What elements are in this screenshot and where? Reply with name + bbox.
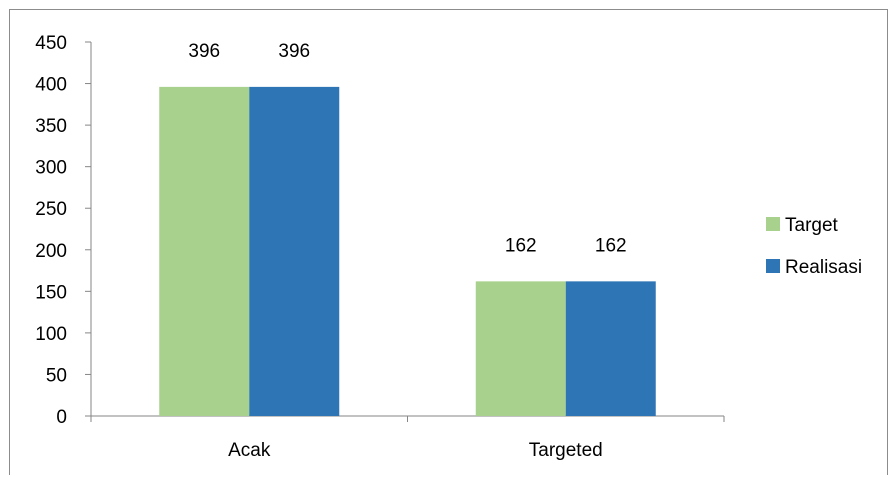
y-tick-label: 300: [35, 158, 67, 179]
data-label: 396: [188, 41, 220, 62]
y-tick-label: 200: [35, 241, 67, 262]
x-category-label: Targeted: [529, 440, 603, 461]
bar-target-acak: [159, 86, 250, 416]
y-tick-label: 450: [35, 33, 67, 54]
legend-label: Realisasi: [785, 257, 862, 278]
y-tick-label: 0: [56, 407, 67, 428]
y-tick-label: 250: [35, 199, 67, 220]
chart-frame: [9, 9, 888, 475]
data-label: 396: [278, 41, 310, 62]
data-label: 162: [505, 235, 537, 256]
bar-realisasi-acak: [249, 86, 340, 416]
y-tick-label: 50: [46, 365, 67, 386]
bar-realisasi-targeted: [565, 281, 656, 416]
x-category-label: Acak: [228, 440, 271, 461]
legend-swatch-realisasi: [766, 259, 780, 273]
bar-target-targeted: [475, 281, 566, 416]
legend-swatch-target: [766, 217, 780, 231]
y-tick-label: 150: [35, 282, 67, 303]
y-tick-label: 100: [35, 324, 67, 345]
data-label: 162: [595, 235, 627, 256]
y-tick-label: 350: [35, 116, 67, 137]
y-tick-label: 400: [35, 75, 67, 96]
legend-label: Target: [785, 215, 839, 236]
